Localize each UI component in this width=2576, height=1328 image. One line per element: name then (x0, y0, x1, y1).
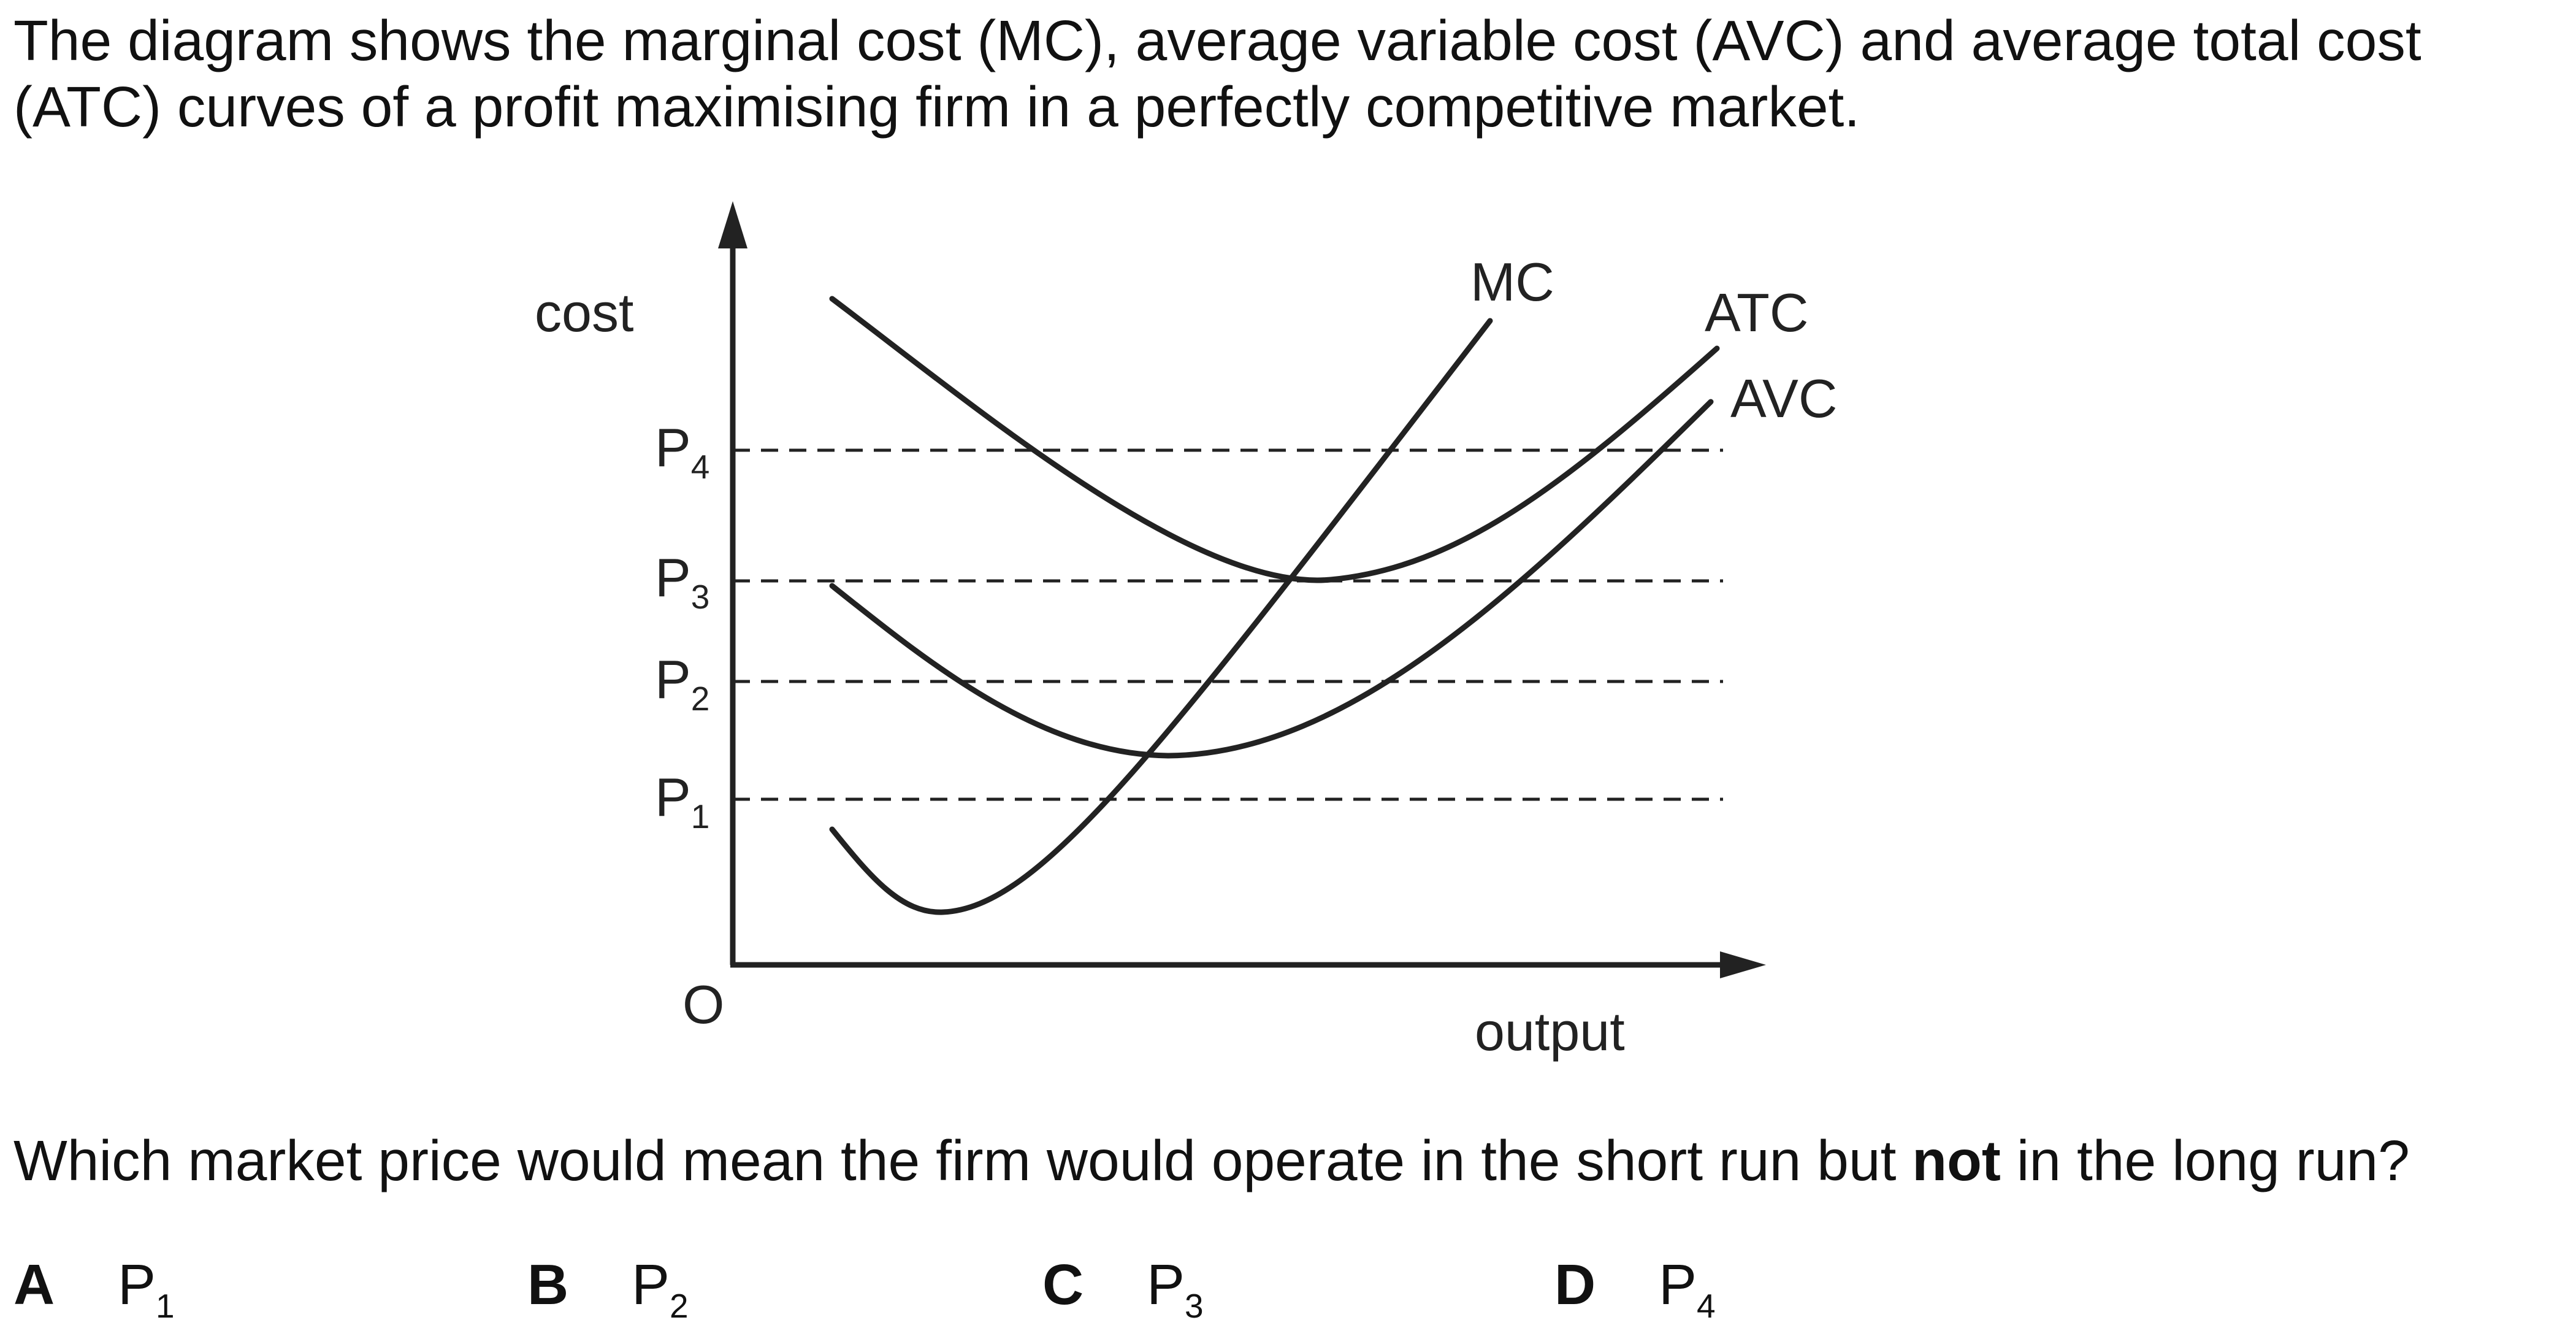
question-emphasis: not (1912, 1129, 2001, 1192)
x-axis-label: output (1475, 1001, 1625, 1062)
atc-label: ATC (1705, 282, 1808, 343)
x-axis (730, 951, 1766, 978)
avc-label: AVC (1730, 368, 1837, 429)
mc-label: MC (1470, 251, 1554, 312)
y-axis-label: cost (535, 282, 633, 343)
y-axis (718, 201, 747, 965)
intro-text: The diagram shows the marginal cost (MC)… (13, 9, 2421, 139)
price-label-p2: P2 (655, 649, 709, 718)
origin-label: O (682, 974, 724, 1035)
question-text: Which market price would mean the firm w… (13, 1129, 2410, 1192)
price-label-p4: P4 (655, 417, 709, 486)
avc-curve (829, 399, 1714, 759)
option-d[interactable]: D P4 (1554, 1253, 1716, 1325)
option-a[interactable]: A P1 (13, 1253, 175, 1325)
price-label-p1: P1 (655, 767, 709, 835)
option-b[interactable]: B P2 (527, 1253, 689, 1325)
option-c[interactable]: C P3 (1042, 1253, 1204, 1325)
atc-curve (829, 296, 1720, 583)
price-label-p3: P3 (655, 547, 709, 616)
mc-curve (829, 318, 1493, 915)
